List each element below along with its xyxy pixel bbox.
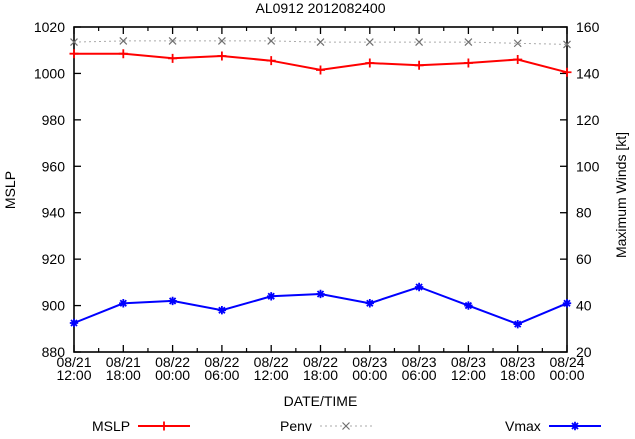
legend-sample-mslp-icon [138,421,191,431]
svg-text:08/22: 08/22 [204,354,239,370]
svg-text:12:00: 12:00 [254,367,289,383]
svg-text:160: 160 [576,19,600,35]
svg-text:08/23: 08/23 [352,354,387,370]
svg-text:900: 900 [42,298,66,314]
svg-text:18:00: 18:00 [500,367,535,383]
svg-text:120: 120 [576,112,600,128]
svg-text:08/22: 08/22 [303,354,338,370]
svg-text:80: 80 [576,205,592,221]
svg-text:00:00: 00:00 [549,367,584,383]
legend-label-mslp: MSLP [92,418,131,434]
legend-label-vmax: Vmax [505,418,541,434]
svg-text:12:00: 12:00 [451,367,486,383]
svg-text:20: 20 [576,344,592,360]
legend-entry-penv: Penv [280,418,373,434]
legend-entry-vmax: Vmax [505,418,602,434]
svg-text:08/23: 08/23 [402,354,437,370]
svg-text:06:00: 06:00 [402,367,437,383]
legend-sample-vmax-icon [548,421,601,431]
legend-sample-penv-icon [319,422,372,430]
svg-text:18:00: 18:00 [303,367,338,383]
svg-text:08/24: 08/24 [549,354,584,370]
chart-title: AL0912 2012082400 [255,0,386,16]
svg-text:100: 100 [576,158,600,174]
svg-text:08/23: 08/23 [500,354,535,370]
svg-text:1000: 1000 [34,65,65,81]
svg-text:1020: 1020 [34,19,65,35]
svg-text:940: 940 [42,205,66,221]
svg-text:08/21: 08/21 [106,354,141,370]
svg-text:980: 980 [42,112,66,128]
x-axis-label: DATE/TIME [283,393,358,409]
svg-text:920: 920 [42,251,66,267]
svg-text:06:00: 06:00 [204,367,239,383]
svg-text:18:00: 18:00 [106,367,141,383]
svg-text:880: 880 [42,344,66,360]
svg-text:08/21: 08/21 [56,354,91,370]
svg-text:08/22: 08/22 [155,354,190,370]
svg-text:08/23: 08/23 [451,354,486,370]
svg-text:140: 140 [576,65,600,81]
svg-text:40: 40 [576,298,592,314]
svg-text:08/22: 08/22 [254,354,289,370]
svg-text:00:00: 00:00 [155,367,190,383]
svg-text:12:00: 12:00 [56,367,91,383]
legend-label-penv: Penv [280,418,312,434]
svg-text:960: 960 [42,158,66,174]
svg-text:60: 60 [576,251,592,267]
legend-entry-mslp: MSLP [92,418,191,434]
svg-text:00:00: 00:00 [352,367,387,383]
